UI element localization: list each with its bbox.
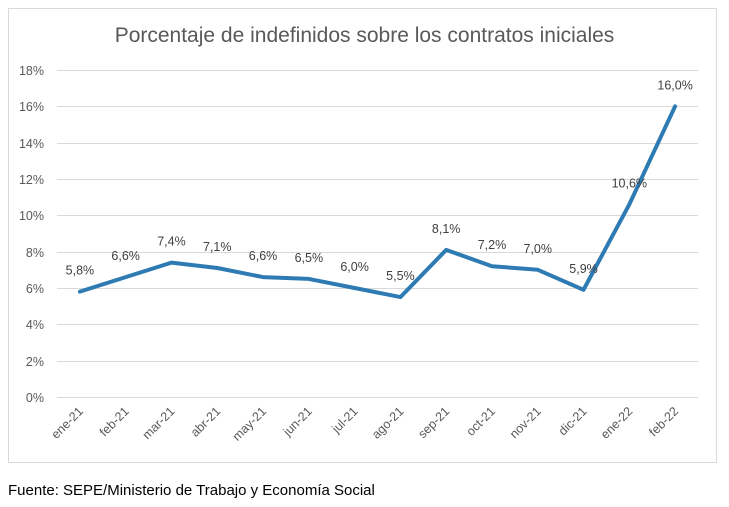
x-tick-label: may-21 <box>230 404 269 443</box>
data-label: 7,4% <box>157 235 186 249</box>
y-tick-label: 12% <box>19 173 44 187</box>
x-tick-label: ene-22 <box>598 404 635 441</box>
y-tick-label: 2% <box>26 355 44 369</box>
x-tick-label: jun-21 <box>280 404 315 439</box>
x-axis-ticks: ene-21 feb-21 mar-21 abr-21 may-21 jun-21 jul-… <box>49 404 682 443</box>
data-labels: 5,8% 6,6% 7,4% 7,1% 6,6% 6,5% 6,0% 5,5% 8,1% 7,2%… <box>66 78 693 283</box>
y-tick-label: 4% <box>26 318 44 332</box>
data-label: 6,6% <box>111 249 140 263</box>
y-tick-label: 8% <box>26 246 44 260</box>
x-tick-label: abr-21 <box>188 404 223 439</box>
x-tick-label: mar-21 <box>140 404 178 442</box>
data-label: 5,8% <box>66 264 95 278</box>
x-tick-label: feb-22 <box>646 404 681 439</box>
y-tick-label: 6% <box>26 282 44 296</box>
data-label: 16,0% <box>657 78 692 92</box>
data-label: 7,2% <box>478 238 507 252</box>
data-label: 6,5% <box>295 251 324 265</box>
gridlines <box>57 70 698 398</box>
x-tick-label: ago-21 <box>369 404 406 441</box>
series-line <box>77 104 678 300</box>
x-tick-label: jul-21 <box>328 404 360 436</box>
data-label: 5,9% <box>569 262 598 276</box>
x-tick-label: nov-21 <box>507 404 544 441</box>
data-label: 6,6% <box>249 249 278 263</box>
chart-frame <box>8 8 717 463</box>
x-tick-label: feb-21 <box>97 404 132 439</box>
data-label: 5,5% <box>386 269 415 283</box>
chart-title: Porcentaje de indefinidos sobre los cont… <box>114 24 615 47</box>
y-tick-label: 14% <box>19 137 44 151</box>
y-tick-label: 10% <box>19 209 44 223</box>
series-group <box>77 104 678 300</box>
data-label: 10,6% <box>612 176 647 190</box>
data-label: 6,0% <box>340 260 369 274</box>
data-label: 8,1% <box>432 222 461 236</box>
data-label: 7,1% <box>203 240 232 254</box>
y-tick-label: 18% <box>19 64 44 78</box>
x-tick-label: dic-21 <box>556 404 590 438</box>
x-tick-label: sep-21 <box>415 404 452 441</box>
y-tick-label: 0% <box>26 391 44 405</box>
y-axis-ticks: 0% 2% 4% 6% 8% 10% 12% 14% 16% 18% <box>19 64 44 405</box>
x-tick-label: oct-21 <box>464 404 498 438</box>
y-tick-label: 16% <box>19 100 44 114</box>
data-label: 7,0% <box>524 242 553 256</box>
source-note: Fuente: SEPE/Ministerio de Trabajo y Eco… <box>8 482 375 499</box>
x-tick-label: ene-21 <box>49 404 86 441</box>
